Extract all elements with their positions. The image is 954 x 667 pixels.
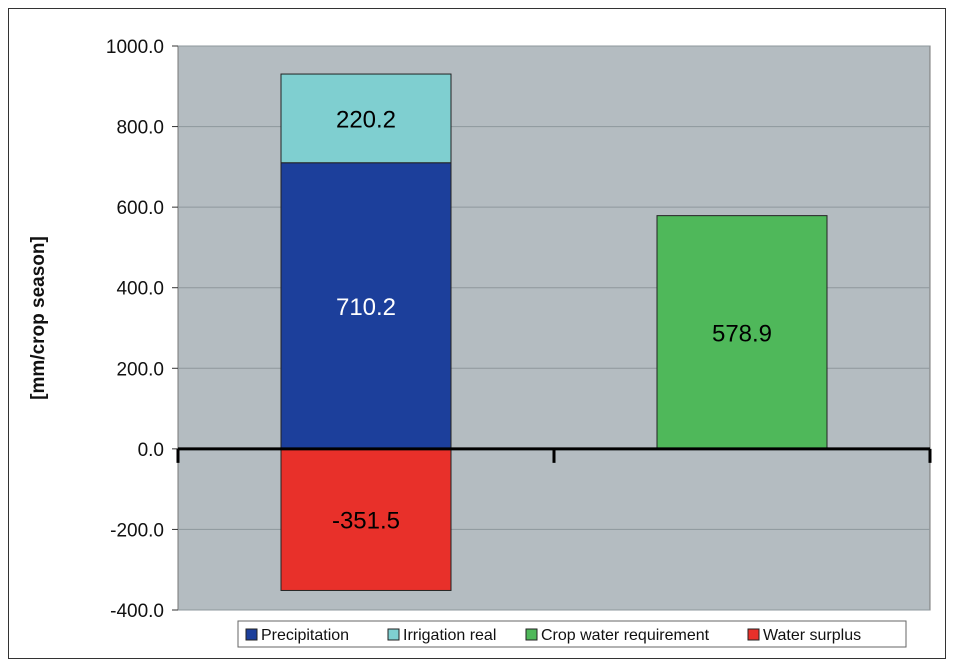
y-axis-title: [mm/crop season] bbox=[28, 236, 49, 400]
legend-label: Precipitation bbox=[261, 627, 349, 644]
y-tick-label: 200.0 bbox=[116, 359, 164, 380]
legend-label: Crop water requirement bbox=[541, 627, 710, 644]
bar-water-surplus bbox=[280, 448, 452, 591]
data-label: 220.2 bbox=[336, 106, 396, 133]
bar-crop-water-requirement bbox=[656, 215, 828, 450]
legend-swatch-irrigation-real bbox=[387, 628, 400, 641]
bar-precipitation bbox=[280, 162, 452, 450]
legend-swatch-crop-water-requirement bbox=[525, 628, 538, 641]
data-label: 578.9 bbox=[712, 320, 772, 347]
legend-label: Irrigation real bbox=[403, 627, 496, 644]
legend-swatch-water-surplus bbox=[747, 628, 760, 641]
y-tick-label: 600.0 bbox=[116, 198, 164, 219]
bar-irrigation-real bbox=[280, 73, 452, 164]
y-tick-label: 1000.0 bbox=[106, 37, 164, 58]
legend-box bbox=[237, 620, 907, 648]
data-label: 710.2 bbox=[336, 294, 396, 321]
data-label: -351.5 bbox=[332, 508, 400, 535]
legend-label: Water surplus bbox=[763, 627, 861, 644]
y-tick-label: 400.0 bbox=[116, 279, 164, 300]
y-tick-label: 0.0 bbox=[138, 440, 164, 461]
legend-swatch-precipitation bbox=[245, 628, 258, 641]
y-tick-label: 800.0 bbox=[116, 118, 164, 139]
y-tick-label: -200.0 bbox=[110, 520, 164, 541]
y-tick-label: -400.0 bbox=[110, 601, 164, 622]
